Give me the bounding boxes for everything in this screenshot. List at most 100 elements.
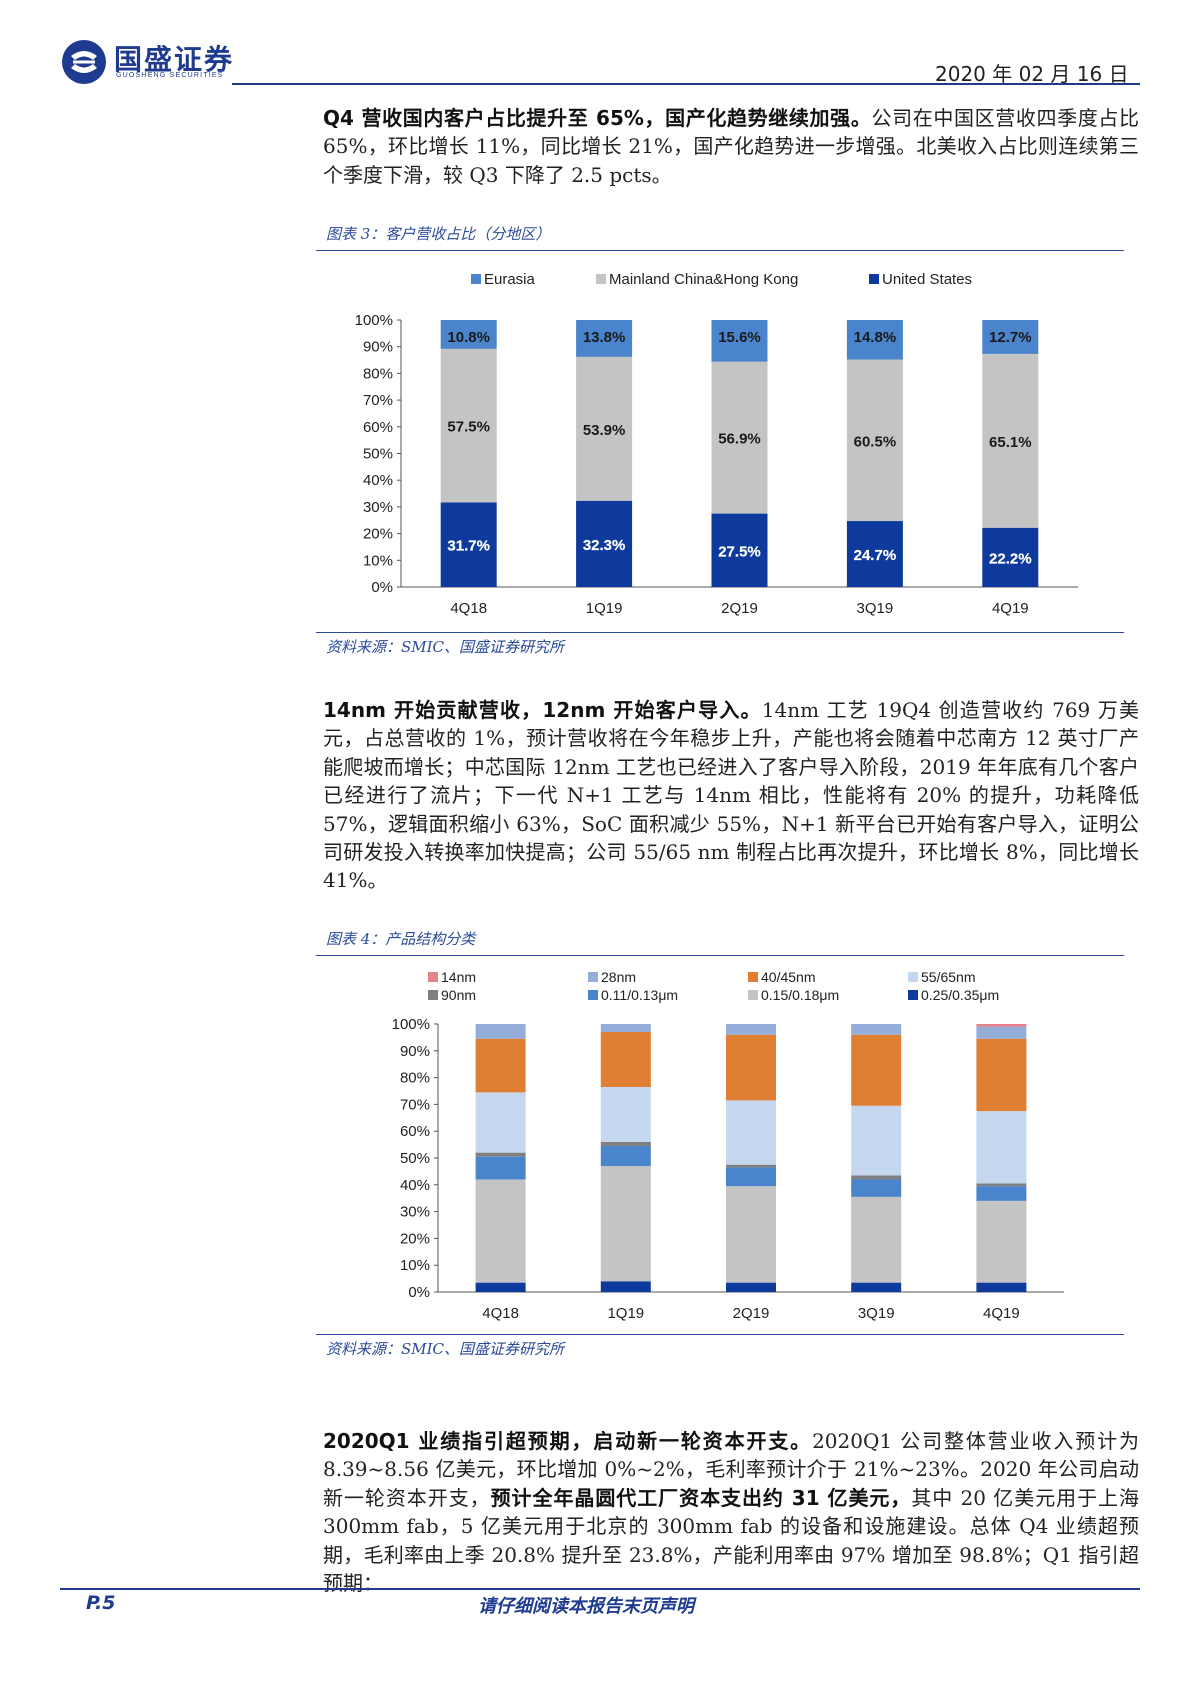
y-tick-label: 10%	[363, 552, 393, 569]
x-tick-label: 3Q19	[857, 600, 894, 617]
legend-label: 40/45nm	[761, 969, 815, 985]
y-tick-label: 90%	[400, 1043, 430, 1060]
data-label: 60.5%	[854, 433, 897, 450]
y-tick-label: 40%	[363, 472, 393, 489]
bar-segment	[976, 1282, 1027, 1292]
x-tick-label: 4Q19	[992, 600, 1029, 617]
figure-4-source: 资料来源：SMIC、国盛证券研究所	[326, 1340, 565, 1358]
legend-swatch	[908, 972, 918, 982]
data-label: 22.2%	[989, 550, 1032, 567]
figure-3-title: 图表 3：客户营收占比（分地区）	[326, 225, 551, 243]
bar-segment	[982, 527, 1039, 587]
y-tick-label: 100%	[392, 1016, 430, 1033]
bar-segment	[982, 353, 1039, 528]
data-label: 32.3%	[583, 537, 626, 554]
capex-highlight: 预计全年晶圆代工厂资本支出约 31 亿美元，	[490, 1485, 912, 1510]
y-tick-label: 0%	[371, 579, 393, 596]
legend-swatch	[748, 990, 758, 1000]
report-date: 2020 年 02 月 16 日	[935, 62, 1129, 86]
bar-segment	[711, 513, 768, 587]
data-label: 24.7%	[854, 547, 897, 564]
bar-segment	[851, 1034, 902, 1106]
legend-label: 28nm	[601, 969, 636, 985]
bar-segment	[475, 1092, 526, 1153]
y-tick-label: 80%	[400, 1070, 430, 1087]
bar-segment	[475, 1282, 526, 1292]
y-tick-label: 30%	[400, 1204, 430, 1221]
legend-label: United States	[882, 271, 972, 288]
legend-label: Eurasia	[484, 271, 536, 288]
y-tick-label: 50%	[363, 446, 393, 463]
data-label: 65.1%	[989, 434, 1032, 451]
bar-segment	[726, 1186, 776, 1283]
y-tick-label: 50%	[400, 1150, 430, 1167]
bar-segment	[726, 1024, 776, 1035]
y-tick-label: 60%	[400, 1123, 430, 1140]
bar-segment	[600, 1032, 651, 1087]
x-tick-label: 4Q19	[983, 1305, 1020, 1322]
bar-segment	[600, 1281, 651, 1292]
bar-segment	[726, 1167, 776, 1187]
x-tick-label: 2Q19	[733, 1305, 770, 1322]
data-label: 14.8%	[854, 329, 897, 346]
company-name: 国盛证券	[114, 43, 235, 76]
bar-segment	[600, 1141, 651, 1146]
bar-segment	[976, 1038, 1027, 1112]
data-label: 31.7%	[447, 538, 490, 555]
legend-label: 14nm	[441, 969, 476, 985]
legend-swatch	[908, 990, 918, 1000]
region-revenue-chart: 0% 10% 20% 30% 40% 50% 60% 70% 80% 90% 100% 31.7% 57…	[355, 271, 1078, 617]
paragraph-heading: 2020Q1 业绩指引超预期，启动新一轮资本开支。	[323, 1429, 813, 1453]
x-tick-label: 4Q18	[450, 600, 487, 617]
bar-segment	[475, 1038, 526, 1093]
y-tick-label: 70%	[400, 1096, 430, 1113]
x-tick-label: 2Q19	[721, 600, 758, 617]
bar-segment	[600, 1166, 651, 1282]
bar-segment	[851, 1179, 902, 1197]
y-tick-label: 0%	[408, 1284, 430, 1301]
bar-segment	[726, 1164, 776, 1168]
legend-label: 0.11/0.13μm	[601, 987, 678, 1003]
bar-segment	[976, 1183, 1027, 1187]
y-tick-label: 70%	[363, 392, 393, 409]
footer-rule	[60, 1588, 1140, 1590]
paragraph-heading: Q4 营收国内客户占比提升至 65%，国产化趋势继续加强。	[323, 106, 872, 130]
bar-segment	[982, 320, 1039, 354]
bar-segment	[851, 1105, 902, 1176]
paragraph-body-cont: 其中 20 亿美元用于上海 300mm fab，5 亿美元用于北京的 300mm…	[323, 1485, 1139, 1596]
bar-segment	[726, 1100, 776, 1165]
y-tick-label: 90%	[363, 339, 393, 356]
figure-3-source: 资料来源：SMIC、国盛证券研究所	[326, 638, 565, 656]
bar-segment	[711, 361, 768, 514]
data-label: 10.8%	[447, 329, 490, 346]
figure-3-bottom-rule	[316, 632, 1124, 633]
data-label: 13.8%	[583, 329, 626, 346]
y-tick-label: 20%	[363, 526, 393, 543]
figure-4-top-rule	[316, 955, 1124, 956]
product-structure-chart: 0% 10% 20% 30% 40% 50% 60% 70% 80% 90% 100% 4Q18 1Q1…	[392, 969, 1064, 1322]
bar-segment	[976, 1024, 1027, 1027]
guosheng-logo-icon	[62, 40, 106, 84]
figure-4-bottom-rule	[316, 1334, 1124, 1335]
figure-3-top-rule	[316, 250, 1124, 251]
legend-label: 55/65nm	[921, 969, 975, 985]
legend-swatch	[748, 972, 758, 982]
bar-segment	[846, 320, 903, 360]
legend-label: 0.15/0.18μm	[761, 987, 839, 1003]
bar-segment	[576, 356, 633, 501]
x-tick-label: 1Q19	[586, 600, 623, 617]
data-label: 57.5%	[447, 419, 490, 436]
bar-segment	[976, 1186, 1027, 1201]
y-tick-label: 100%	[355, 312, 393, 329]
data-label: 12.7%	[989, 329, 1032, 346]
bar-segment	[851, 1282, 902, 1292]
bar-segment	[851, 1196, 902, 1283]
bar-segment	[576, 320, 633, 357]
legend-swatch	[869, 274, 879, 284]
legend-swatch	[588, 990, 598, 1000]
data-label: 15.6%	[718, 329, 761, 346]
bar-segment	[600, 1086, 651, 1142]
legend-swatch	[428, 990, 438, 1000]
bar-segment	[851, 1024, 902, 1035]
bar-segment	[475, 1152, 526, 1157]
